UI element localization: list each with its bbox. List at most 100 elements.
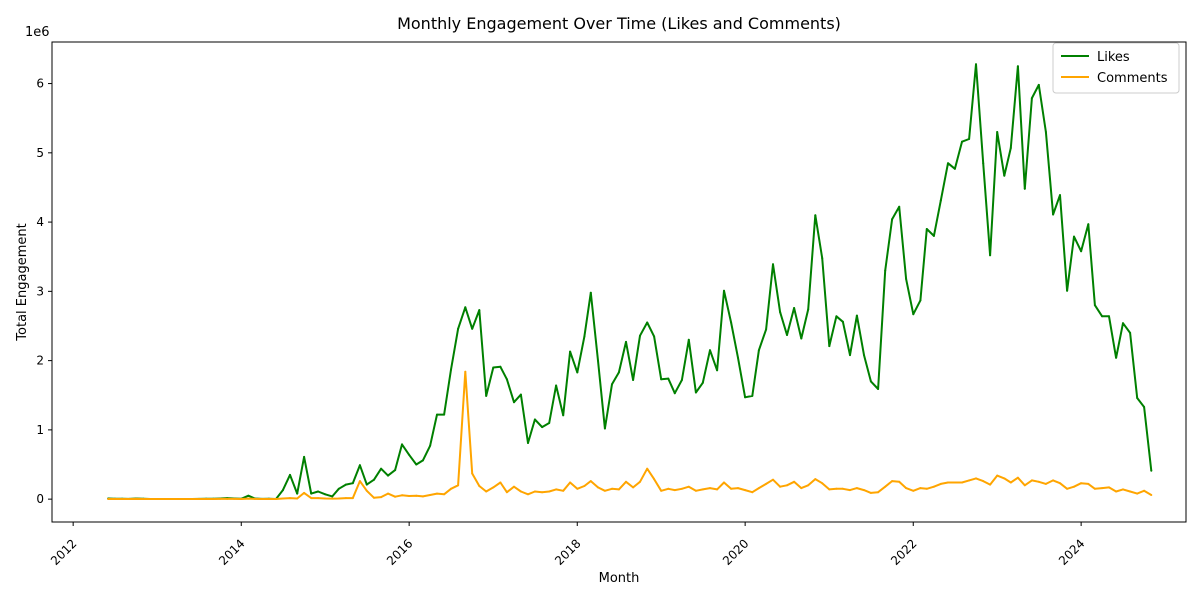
comments-point bbox=[358, 480, 361, 483]
likes-point bbox=[821, 257, 824, 260]
comments-point bbox=[107, 498, 110, 500]
comments-point bbox=[478, 485, 481, 487]
comments-point bbox=[163, 498, 166, 500]
comments-point bbox=[814, 478, 817, 481]
comments-point bbox=[757, 487, 760, 490]
likes-point bbox=[989, 254, 992, 257]
likes-point bbox=[1093, 304, 1096, 307]
comments-point bbox=[149, 498, 152, 500]
comments-point bbox=[632, 486, 635, 489]
comments-point bbox=[1080, 482, 1083, 485]
likes-point bbox=[351, 482, 354, 485]
comments-point bbox=[589, 480, 592, 483]
plot-frame bbox=[51, 41, 1187, 523]
likes-point bbox=[841, 320, 844, 323]
likes-point bbox=[583, 335, 586, 338]
comments-point bbox=[541, 491, 544, 494]
likes-point bbox=[492, 366, 495, 369]
likes-point bbox=[925, 228, 928, 230]
y-axis-label: Total Engagement bbox=[15, 223, 30, 341]
comments-point bbox=[275, 498, 277, 500]
comments-point bbox=[877, 491, 880, 494]
comments-point bbox=[1066, 487, 1069, 490]
comments-point bbox=[939, 482, 942, 485]
comments-point bbox=[1143, 489, 1146, 492]
likes-point bbox=[939, 199, 942, 202]
comments-point bbox=[198, 498, 200, 500]
likes-point bbox=[673, 392, 676, 395]
comments-point bbox=[611, 487, 613, 490]
comments-point bbox=[408, 495, 411, 497]
likes-point bbox=[337, 487, 340, 490]
comments-point bbox=[261, 498, 263, 500]
comments-point bbox=[1136, 492, 1139, 495]
likes-point bbox=[1080, 250, 1083, 253]
likes-point bbox=[1052, 213, 1055, 216]
likes-point bbox=[1115, 356, 1118, 359]
likes-point bbox=[765, 328, 768, 331]
comments-point bbox=[443, 493, 446, 496]
likes-point bbox=[421, 459, 424, 462]
comments-point bbox=[953, 481, 956, 484]
comments-point bbox=[128, 498, 131, 500]
comments-point bbox=[576, 487, 579, 490]
comments-point bbox=[429, 494, 432, 496]
comments-point bbox=[121, 498, 124, 500]
likes-point bbox=[457, 327, 460, 330]
likes-line bbox=[108, 63, 1153, 500]
likes-point bbox=[380, 467, 383, 470]
likes-point bbox=[863, 354, 865, 357]
comments-point bbox=[639, 480, 641, 483]
likes-point bbox=[569, 350, 572, 353]
likes-point bbox=[737, 356, 739, 359]
likes-point bbox=[891, 218, 894, 221]
likes-point bbox=[772, 263, 774, 266]
comments-point bbox=[183, 498, 186, 500]
comments-point bbox=[513, 485, 515, 488]
comments-point bbox=[1059, 482, 1061, 485]
likes-point bbox=[680, 379, 683, 381]
likes-point bbox=[247, 494, 250, 497]
likes-point bbox=[499, 365, 502, 368]
likes-point bbox=[519, 393, 522, 396]
series-comments bbox=[107, 370, 1153, 500]
likes-point bbox=[701, 381, 704, 384]
likes-point bbox=[436, 413, 438, 416]
likes-point bbox=[912, 313, 915, 316]
likes-point bbox=[373, 478, 375, 481]
likes-point bbox=[898, 205, 901, 208]
likes-point bbox=[807, 308, 810, 311]
comments-point bbox=[281, 497, 284, 500]
likes-point bbox=[814, 214, 817, 217]
comments-point bbox=[421, 495, 424, 498]
y-offset-label: 1e6 bbox=[25, 25, 50, 40]
comments-point bbox=[142, 498, 145, 500]
likes-point bbox=[485, 394, 488, 397]
chart-title: Monthly Engagement Over Time (Likes and … bbox=[397, 14, 841, 33]
comments-point bbox=[989, 483, 992, 486]
comments-point bbox=[317, 497, 320, 500]
likes-point bbox=[1059, 194, 1061, 197]
comments-point bbox=[1093, 487, 1096, 490]
comments-point bbox=[135, 497, 138, 500]
comments-point bbox=[982, 480, 985, 483]
comments-point bbox=[680, 487, 683, 490]
comments-point bbox=[485, 490, 488, 493]
comments-point bbox=[1009, 481, 1012, 484]
comments-point bbox=[912, 489, 915, 492]
comments-point bbox=[219, 497, 222, 500]
comments-point bbox=[233, 497, 236, 500]
y-tick-label: 0 bbox=[36, 492, 44, 506]
likes-point bbox=[358, 464, 361, 467]
likes-point bbox=[611, 383, 613, 386]
comments-point bbox=[1115, 490, 1118, 493]
likes-point bbox=[1037, 83, 1040, 86]
comments-point bbox=[380, 496, 383, 499]
series-likes bbox=[107, 63, 1153, 500]
likes-point bbox=[317, 490, 320, 493]
comments-point bbox=[1016, 476, 1019, 479]
likes-point bbox=[1087, 223, 1090, 226]
comments-point bbox=[996, 474, 999, 477]
comments-point bbox=[884, 485, 887, 488]
